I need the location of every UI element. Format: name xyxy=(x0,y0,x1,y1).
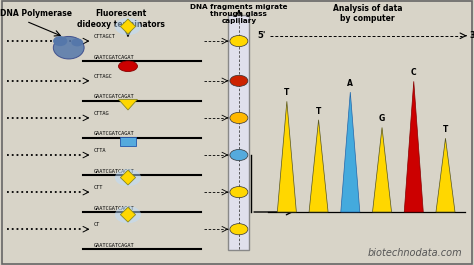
Text: CT: CT xyxy=(93,222,100,227)
Ellipse shape xyxy=(230,187,248,198)
Polygon shape xyxy=(404,81,423,212)
Polygon shape xyxy=(120,19,136,34)
Circle shape xyxy=(118,61,137,72)
Polygon shape xyxy=(277,101,296,212)
Text: T: T xyxy=(316,107,321,116)
Text: GAATCGATCAGAT: GAATCGATCAGAT xyxy=(93,243,134,248)
Text: T: T xyxy=(443,125,448,134)
Polygon shape xyxy=(373,127,392,212)
Text: Analysis of data
by computer: Analysis of data by computer xyxy=(333,4,402,23)
Ellipse shape xyxy=(230,112,248,123)
Text: CTTAGC: CTTAGC xyxy=(93,74,112,79)
Ellipse shape xyxy=(115,18,141,35)
Text: GAATCGATCAGAT: GAATCGATCAGAT xyxy=(93,206,134,211)
FancyBboxPatch shape xyxy=(120,137,136,146)
FancyBboxPatch shape xyxy=(228,15,249,250)
Polygon shape xyxy=(436,138,455,212)
Text: GAATCGATCAGAT: GAATCGATCAGAT xyxy=(93,169,134,174)
Ellipse shape xyxy=(230,36,248,47)
Ellipse shape xyxy=(53,37,84,59)
Text: T: T xyxy=(284,88,290,97)
Ellipse shape xyxy=(230,224,248,235)
Text: biotechnodata.com: biotechnodata.com xyxy=(367,248,462,258)
Text: G: G xyxy=(379,114,385,123)
Text: GAATCGATCAGAT: GAATCGATCAGAT xyxy=(93,131,134,136)
Text: C: C xyxy=(411,68,417,77)
Polygon shape xyxy=(341,92,360,212)
Ellipse shape xyxy=(115,169,141,186)
Text: GAATCGATCAGAT: GAATCGATCAGAT xyxy=(93,94,134,99)
Ellipse shape xyxy=(230,149,248,161)
Text: DNA fragments migrate
through glass
capillary: DNA fragments migrate through glass capi… xyxy=(190,4,288,24)
Text: GAATCGATCAGAT: GAATCGATCAGAT xyxy=(93,55,134,60)
Ellipse shape xyxy=(115,206,141,223)
Text: CTTA: CTTA xyxy=(93,148,106,153)
Ellipse shape xyxy=(71,38,83,46)
Text: DNA Polymerase: DNA Polymerase xyxy=(0,9,72,18)
Text: CTTAGCT: CTTAGCT xyxy=(93,34,115,39)
Text: 5': 5' xyxy=(257,31,265,40)
Polygon shape xyxy=(120,207,136,222)
Polygon shape xyxy=(118,99,137,110)
Text: CTT: CTT xyxy=(93,185,103,190)
Ellipse shape xyxy=(53,36,67,46)
Polygon shape xyxy=(120,170,136,185)
Text: A: A xyxy=(347,79,353,88)
Polygon shape xyxy=(309,120,328,212)
Text: 3': 3' xyxy=(469,31,474,40)
Ellipse shape xyxy=(230,75,248,86)
Text: Fluorescent
dideoxy terminators: Fluorescent dideoxy terminators xyxy=(77,9,165,29)
Text: CTTAG: CTTAG xyxy=(93,111,109,116)
